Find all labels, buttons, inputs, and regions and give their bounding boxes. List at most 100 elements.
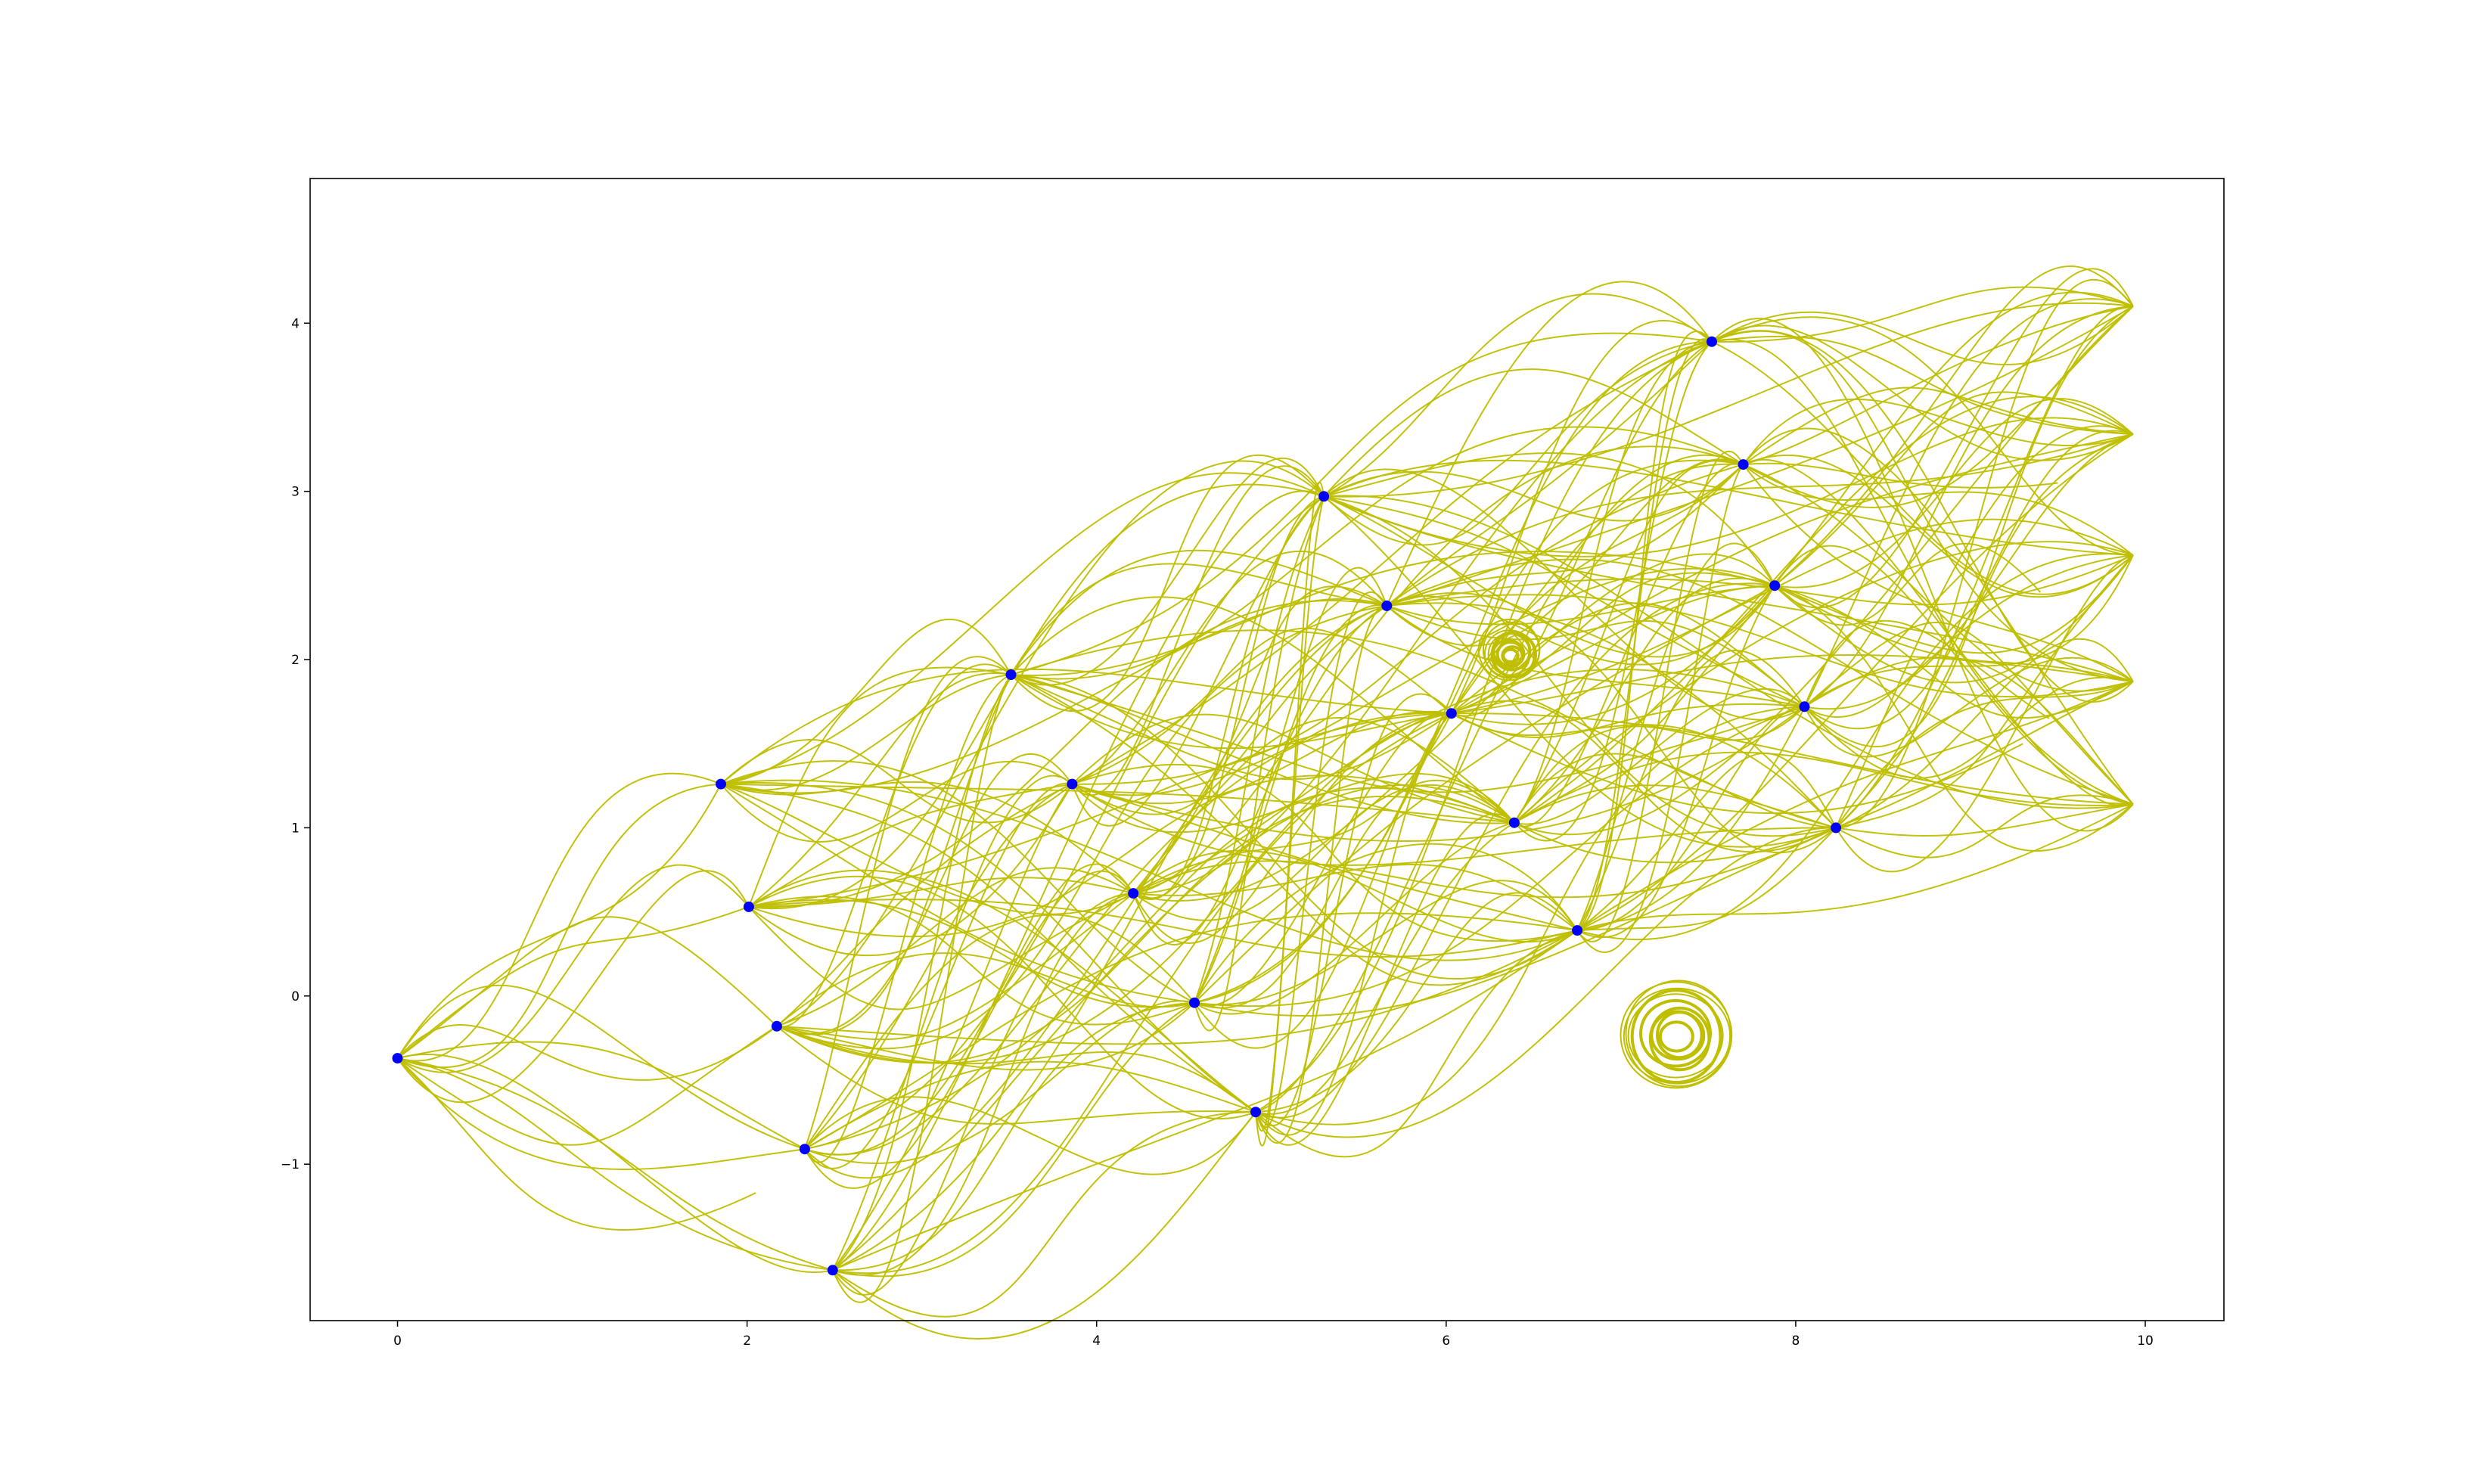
trajectory-curve bbox=[1514, 306, 2134, 836]
x-tick-label: 6 bbox=[1442, 1333, 1450, 1349]
trajectory-curve bbox=[804, 787, 1515, 1150]
trajectory-curve bbox=[1803, 430, 2134, 730]
trajectory-curve bbox=[1194, 495, 1325, 1004]
trajectory-curve bbox=[748, 784, 1073, 957]
trajectory-curve bbox=[776, 796, 1515, 1064]
x-tick-label: 10 bbox=[2137, 1333, 2154, 1349]
trajectory-curve bbox=[832, 1001, 1195, 1271]
trajectory-curve bbox=[1132, 827, 1837, 899]
trajectory-curve bbox=[1323, 495, 2134, 682]
trajectory-curve bbox=[1711, 316, 2133, 557]
node-point bbox=[799, 1144, 810, 1155]
trajectory-curve bbox=[1451, 654, 2134, 715]
trajectory-curve bbox=[1072, 627, 1452, 785]
trajectory-curve bbox=[1194, 827, 1837, 1017]
trajectory-curve bbox=[1451, 713, 1837, 829]
trajectory-curve bbox=[1711, 330, 2134, 703]
trajectory-curve bbox=[720, 760, 1073, 843]
trajectory-curve bbox=[1194, 706, 1805, 1007]
vortex-ring bbox=[1658, 1020, 1694, 1053]
trajectory-curve bbox=[776, 930, 1578, 1045]
trajectory-curve bbox=[1011, 551, 1775, 676]
trajectory-curve bbox=[1255, 455, 1744, 1113]
trajectory-curve bbox=[1324, 495, 2134, 809]
trajectory-curve bbox=[1576, 298, 2134, 932]
trajectory-curve bbox=[748, 869, 1256, 1113]
x-tick-label: 4 bbox=[1092, 1333, 1101, 1349]
trajectory-curve bbox=[1071, 605, 1387, 815]
trajectory-curve bbox=[748, 783, 1073, 908]
trajectory-curve bbox=[1803, 622, 2134, 805]
trajectory-curve bbox=[1011, 629, 1837, 829]
trajectory-curve bbox=[1255, 892, 1578, 1113]
trajectory-curve bbox=[1194, 821, 1515, 1015]
trajectory-curve bbox=[397, 864, 750, 1073]
trajectory-curve bbox=[1711, 318, 2134, 832]
trajectory-curve bbox=[1386, 281, 1713, 607]
trajectory-curve bbox=[1514, 462, 1744, 827]
node-point bbox=[1250, 1107, 1261, 1118]
vortex-ring bbox=[1627, 993, 1724, 1079]
trajectory-curve bbox=[1132, 495, 1325, 899]
trajectory-curve bbox=[804, 782, 1073, 1169]
trajectory-curve bbox=[1577, 827, 1837, 932]
trajectory-curve bbox=[1010, 596, 1515, 824]
node-point bbox=[716, 778, 726, 790]
trajectory-curve bbox=[1576, 650, 1806, 931]
trajectory-curve bbox=[1803, 656, 2134, 805]
trajectory-curve bbox=[1323, 368, 1744, 497]
trajectory-curve bbox=[1451, 433, 2134, 715]
trajectory-curve bbox=[804, 1000, 1195, 1164]
trajectory-curve bbox=[1194, 340, 1713, 1004]
trajectory-curve bbox=[720, 783, 1195, 1004]
trajectory-curve bbox=[396, 984, 806, 1150]
trajectory-curve bbox=[748, 713, 1452, 908]
trajectory-curve bbox=[720, 783, 1256, 1113]
trajectory-curve bbox=[1835, 803, 2134, 837]
trajectory-curve bbox=[1323, 459, 2133, 557]
trajectory-curve bbox=[1514, 680, 2134, 864]
trajectory-curve bbox=[803, 656, 1012, 1150]
trajectory-curve bbox=[804, 495, 1325, 1150]
trajectory-curve bbox=[748, 672, 1011, 908]
x-axis: 0 2 4 6 8 10 bbox=[393, 1321, 2154, 1349]
trajectory-curve bbox=[1711, 330, 2133, 682]
node-point bbox=[1769, 580, 1781, 591]
trajectory-curve bbox=[1323, 468, 1806, 721]
y-tick-label: 3 bbox=[291, 485, 300, 500]
x-tick-label: 8 bbox=[1792, 1333, 1800, 1349]
trajectory-curve bbox=[720, 783, 1134, 915]
trajectory-curve bbox=[1742, 464, 2134, 556]
trajectory-curve bbox=[1835, 425, 2134, 828]
trajectory-curve bbox=[1194, 459, 1744, 1004]
node-point bbox=[1446, 708, 1457, 719]
trajectory-curve bbox=[720, 760, 1195, 1004]
trajectory-curve bbox=[804, 783, 1073, 1150]
trajectory-curve bbox=[748, 775, 1515, 938]
node-point bbox=[1189, 997, 1200, 1008]
trajectory-curve bbox=[1835, 433, 2134, 829]
vortex-ring bbox=[1620, 981, 1733, 1089]
trajectory-curve bbox=[1451, 713, 2023, 815]
trajectory-curve bbox=[1711, 339, 2134, 806]
trajectory-curve bbox=[1387, 602, 1837, 829]
vortex-ring bbox=[1477, 619, 1541, 681]
trajectory-curve bbox=[804, 1060, 1256, 1150]
trajectory-curve bbox=[720, 779, 1578, 961]
trajectory-curve bbox=[832, 1111, 1256, 1340]
trajectory-curve bbox=[1803, 619, 2050, 719]
x-tick-label: 0 bbox=[393, 1333, 402, 1349]
trajectory-curve bbox=[776, 952, 1195, 1027]
trajectory-curve bbox=[832, 893, 1134, 1276]
trajectory-curve bbox=[1323, 452, 1776, 586]
trajectory-curve bbox=[1774, 268, 2134, 609]
trajectory-curve bbox=[397, 772, 722, 1062]
trajectory-curve bbox=[1451, 291, 2134, 725]
trajectory-curve bbox=[776, 783, 1073, 1027]
trajectory-curve bbox=[1803, 676, 2134, 779]
trajectory-curve bbox=[1576, 433, 2134, 932]
trajectory-curve bbox=[1255, 813, 1515, 1146]
trajectory-curve bbox=[1255, 582, 1775, 1119]
node-point bbox=[1738, 459, 1749, 470]
y-tick-label: 0 bbox=[291, 989, 300, 1004]
